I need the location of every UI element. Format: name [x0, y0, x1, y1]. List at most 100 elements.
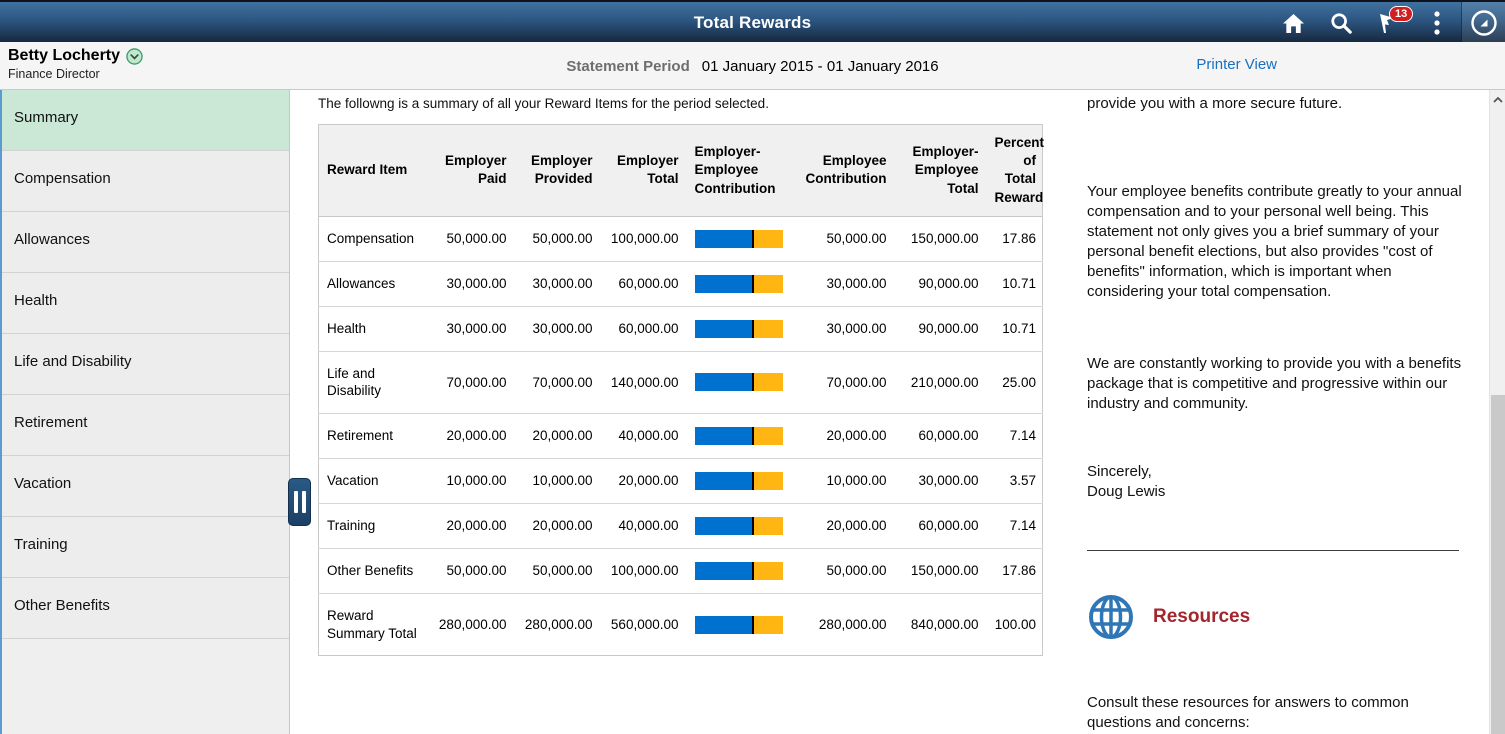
contribution-bar-chart	[694, 561, 783, 580]
cell-employer-total: 40,000.00	[600, 502, 687, 549]
user-block: Betty Locherty Finance Director	[8, 47, 143, 81]
cell-employer-employee-total: 210,000.00	[894, 350, 987, 414]
printer-view-link[interactable]: Printer View	[1196, 56, 1277, 73]
sidebar-item[interactable]: Life and Disability	[2, 334, 289, 395]
scrollbar-thumb[interactable]	[1491, 395, 1505, 734]
search-button[interactable]	[1317, 2, 1365, 44]
cell-employer-paid: 70,000.00	[430, 350, 515, 414]
cell-percent-of-total: 10.71	[986, 305, 1043, 352]
chevron-up-icon	[1493, 97, 1503, 103]
actions-menu-button[interactable]	[1413, 2, 1461, 44]
cell-employer-employee-total: 90,000.00	[894, 305, 987, 352]
cell-employer-total: 60,000.00	[600, 305, 687, 352]
summary-section: The followng is a summary of all your Re…	[318, 90, 1044, 657]
contribution-bar-chart	[694, 516, 783, 535]
cell-employer-provided: 20,000.00	[514, 412, 601, 459]
cell-percent-of-total: 10.71	[986, 260, 1043, 307]
contribution-bar-chart	[694, 615, 783, 634]
sidebar-item[interactable]: Allowances	[2, 212, 289, 273]
navbar-button[interactable]	[1461, 2, 1505, 44]
sidebar-item[interactable]: Vacation	[2, 456, 289, 517]
notifications-button[interactable]: 13	[1365, 2, 1414, 44]
app-header: Total Rewards 13	[0, 0, 1505, 44]
sidebar-item[interactable]: Training	[2, 517, 289, 578]
cell-employee-contribution: 30,000.00	[794, 260, 895, 307]
employee-portion-bar	[753, 319, 783, 338]
user-name: Betty Locherty	[8, 47, 121, 64]
statement-period-label: Statement Period	[566, 57, 690, 75]
employee-portion-bar	[753, 561, 783, 580]
sidebar-item-label: Summary	[14, 109, 79, 126]
sidebar-item[interactable]: Retirement	[2, 395, 289, 456]
letter-signature: Sincerely, Doug Lewis	[1087, 462, 1463, 502]
bar-divider	[751, 229, 754, 248]
contribution-bar-chart	[694, 229, 783, 248]
contribution-bar-chart	[694, 274, 783, 293]
column-header: Employer-Employee Contribution	[686, 124, 795, 217]
search-icon	[1331, 13, 1352, 34]
cell-employer-provided: 70,000.00	[514, 350, 601, 414]
sidebar-item-label: Health	[14, 292, 58, 309]
sidebar-item[interactable]: Health	[2, 273, 289, 334]
sidebar-item-label: Compensation	[14, 170, 111, 187]
contribution-bar-chart	[694, 426, 783, 445]
vertical-scrollbar[interactable]	[1489, 90, 1505, 734]
letter-paragraph: provide you with a more secure future.	[1087, 95, 1343, 112]
header-icon-group: 13	[1269, 2, 1505, 44]
left-nav: Summary Compensation Allowances Health L…	[0, 90, 290, 734]
bar-divider	[751, 319, 754, 338]
cell-employer-total: 560,000.00	[600, 592, 687, 656]
cell-percent-of-total: 100.00	[986, 592, 1043, 656]
cell-employer-employee-total: 90,000.00	[894, 260, 987, 307]
cell-employer-paid: 20,000.00	[430, 502, 515, 549]
sidebar-item[interactable]: Other Benefits	[2, 578, 289, 639]
sidebar-item[interactable]: Compensation	[2, 151, 289, 212]
sidebar-item-label: Training	[14, 536, 68, 553]
bar-divider	[751, 615, 754, 634]
cell-employer-paid: 50,000.00	[430, 216, 515, 262]
cell-employee-contribution: 50,000.00	[794, 216, 895, 262]
scroll-up-arrow[interactable]	[1490, 92, 1505, 108]
bar-divider	[751, 561, 754, 580]
rewards-table: Reward Item Employer Paid Employer Provide…	[318, 124, 1044, 657]
handle-bar	[301, 491, 306, 513]
cell-employer-total: 40,000.00	[600, 412, 687, 459]
employer-portion-bar	[694, 426, 752, 445]
cell-employee-contribution: 20,000.00	[794, 412, 895, 459]
resources-header: Resources	[1087, 593, 1463, 641]
cell-contribution-bar	[686, 592, 795, 656]
contribution-bar-chart	[694, 373, 783, 392]
column-header: Employer Provided	[514, 124, 601, 217]
bar-divider	[751, 426, 754, 445]
cell-reward-item: Vacation	[318, 457, 431, 504]
cell-contribution-bar	[686, 502, 795, 549]
cell-employer-employee-total: 150,000.00	[894, 216, 987, 262]
home-button[interactable]	[1269, 2, 1317, 44]
cell-percent-of-total: 17.86	[986, 547, 1043, 594]
resources-title: Resources	[1153, 606, 1251, 627]
cell-percent-of-total: 17.86	[986, 216, 1043, 262]
cell-employee-contribution: 20,000.00	[794, 502, 895, 549]
statement-period: Statement Period 01 January 2015 - 01 Ja…	[0, 42, 1505, 90]
sidebar-collapse-handle[interactable]	[288, 478, 311, 526]
cell-contribution-bar	[686, 305, 795, 352]
employer-portion-bar	[694, 615, 752, 634]
table-row: Vacation 10,000.00 10,000.00 20,000.00 1…	[318, 457, 1043, 504]
signature-closing: Sincerely,	[1087, 463, 1152, 480]
sidebar-item-label: Allowances	[14, 231, 90, 248]
user-job-title: Finance Director	[8, 67, 100, 81]
cell-employer-provided: 50,000.00	[514, 547, 601, 594]
column-header: Employee Contribution	[794, 124, 895, 217]
cell-employer-paid: 30,000.00	[430, 305, 515, 352]
bar-divider	[751, 274, 754, 293]
rewards-table-header: Reward Item Employer Paid Employer Provide…	[318, 124, 1044, 217]
page-title: Total Rewards	[693, 13, 812, 32]
cell-percent-of-total: 3.57	[986, 457, 1043, 504]
cell-employee-contribution: 50,000.00	[794, 547, 895, 594]
cell-employer-paid: 30,000.00	[430, 260, 515, 307]
globe-icon	[1089, 595, 1133, 639]
user-dropdown-icon[interactable]	[126, 47, 143, 65]
sidebar-item[interactable]: Summary	[2, 90, 289, 151]
employer-portion-bar	[694, 373, 752, 392]
sidebar-item-label: Life and Disability	[14, 353, 132, 370]
